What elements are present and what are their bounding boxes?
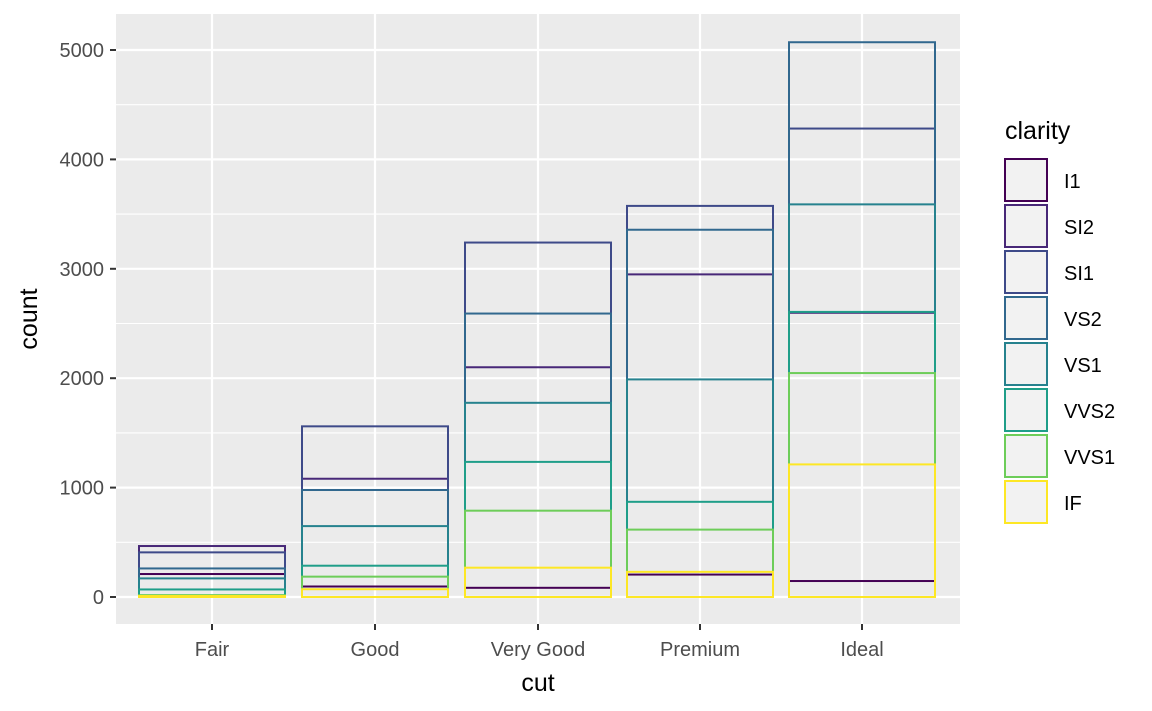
y-tick-label: 1000	[60, 478, 105, 500]
legend-title: clarity	[1005, 117, 1071, 145]
x-tick-label: Premium	[660, 639, 740, 661]
legend-key-si1	[1004, 250, 1048, 294]
bars	[138, 41, 936, 599]
x-tick-label: Ideal	[840, 639, 883, 661]
y-tick-label: 3000	[60, 259, 105, 281]
grid-major	[116, 14, 960, 624]
legend-key-if	[1004, 480, 1048, 524]
x-axis-title: cut	[521, 669, 554, 697]
legend-key-i1	[1004, 158, 1048, 202]
bar-if-ideal	[788, 463, 936, 598]
x-tick-label: Good	[351, 639, 400, 661]
legend-label-vs1: VS1	[1064, 355, 1102, 377]
legend-label-si2: SI2	[1064, 217, 1094, 239]
legend-label-if: IF	[1064, 493, 1082, 515]
legend-label-vvs2: VVS2	[1064, 401, 1115, 423]
legend-key-vvs2	[1004, 388, 1048, 432]
y-tick-label: 0	[93, 587, 104, 609]
y-axis: 0 1000 2000 3000 4000 5000	[60, 40, 116, 609]
x-axis: Fair Good Very Good Premium Ideal	[195, 624, 884, 661]
legend-key-si2	[1004, 204, 1048, 248]
y-tick-label: 5000	[60, 40, 105, 62]
legend-label-si1: SI1	[1064, 263, 1094, 285]
x-tick-label: Very Good	[491, 639, 586, 661]
legend: clarity I1 SI2 SI1 VS2 VS1 VVS2 VVS1 IF	[1004, 117, 1115, 524]
legend-key-vvs1	[1004, 434, 1048, 478]
legend-key-vs1	[1004, 342, 1048, 386]
bar-if-fair	[138, 595, 286, 598]
legend-label-vvs1: VVS1	[1064, 447, 1115, 469]
x-tick-label: Fair	[195, 639, 230, 661]
bar-if-premium	[626, 570, 774, 599]
y-axis-title: count	[15, 288, 43, 349]
legend-label-i1: I1	[1064, 171, 1081, 193]
y-tick-label: 4000	[60, 149, 105, 171]
bar-if-very-good	[464, 566, 612, 598]
y-tick-label: 2000	[60, 368, 105, 390]
legend-key-vs2	[1004, 296, 1048, 340]
legend-label-vs2: VS2	[1064, 309, 1102, 331]
bar-if-good	[301, 588, 449, 599]
